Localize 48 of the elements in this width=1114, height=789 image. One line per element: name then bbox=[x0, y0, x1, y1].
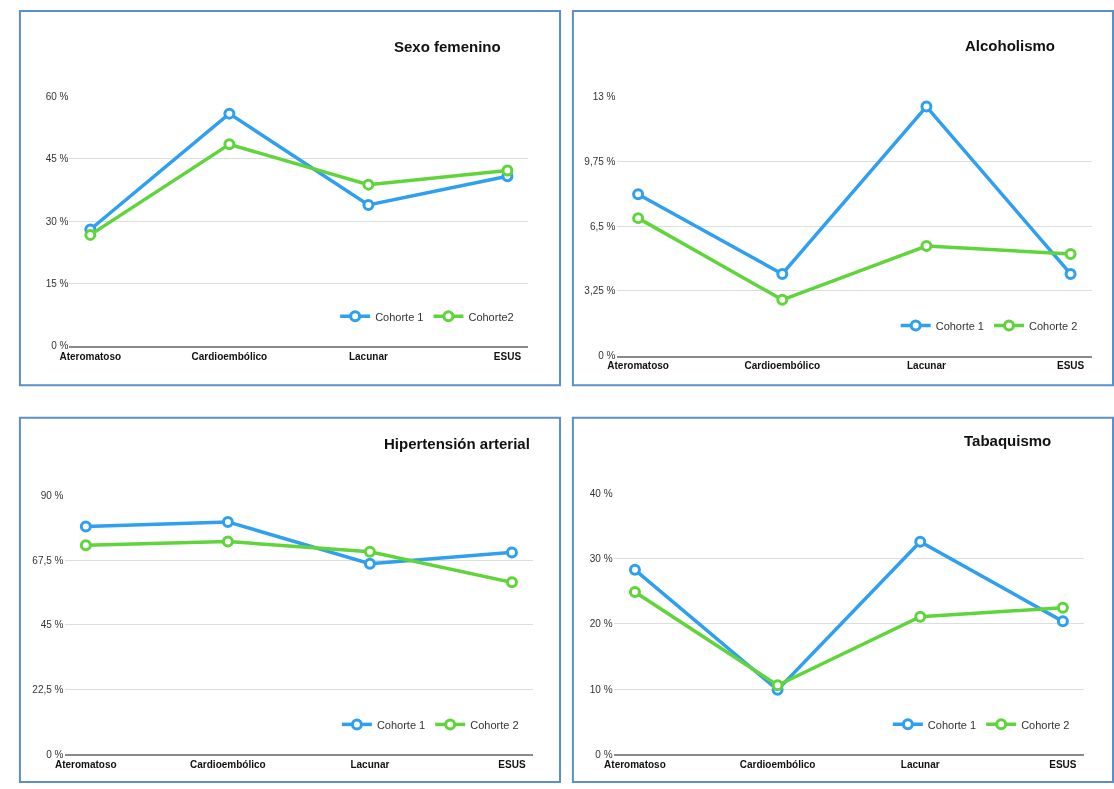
y-tick-label: 10 % bbox=[589, 683, 613, 695]
legend-label: Cohorte 1 bbox=[376, 718, 426, 731]
y-tick-label: 60 % bbox=[45, 91, 69, 103]
x-tick-label: Ateromatoso bbox=[54, 759, 117, 771]
legend-label: Cohorte 1 bbox=[935, 319, 984, 332]
x-tick-label: Ateromatoso bbox=[604, 759, 666, 771]
chart-title: Alcoholismo bbox=[965, 37, 1056, 54]
y-tick-label: 0 % bbox=[51, 340, 69, 352]
x-tick-label: Cardioembólico bbox=[191, 350, 268, 362]
chart-title: Sexo femenino bbox=[394, 38, 501, 55]
y-tick-label: 30 % bbox=[45, 215, 69, 227]
y-tick-label: 22,5 % bbox=[32, 684, 64, 696]
y-tick-label: 90 % bbox=[40, 489, 64, 501]
chart-title: Hipertensión arterial bbox=[384, 435, 530, 452]
y-tick-label: 6,5 % bbox=[589, 220, 616, 232]
y-tick-label: 20 % bbox=[589, 618, 613, 630]
x-tick-label: Lacunar bbox=[350, 759, 390, 771]
x-tick-label: Cardioembólico bbox=[744, 360, 821, 372]
legend-label: Cohorte 2 bbox=[1029, 319, 1078, 332]
legend-label: Cohorte 2 bbox=[1021, 718, 1070, 731]
y-tick-label: 45 % bbox=[45, 153, 69, 165]
y-tick-label: 45 % bbox=[40, 619, 64, 631]
y-tick-label: 13 % bbox=[592, 91, 616, 103]
x-tick-label: Ateromatoso bbox=[607, 360, 669, 372]
x-tick-label: Lacunar bbox=[906, 360, 946, 372]
chart-title: Tabaquismo bbox=[964, 432, 1052, 449]
y-tick-label: 3,25 % bbox=[584, 285, 616, 297]
x-tick-label: ESUS bbox=[1056, 360, 1085, 372]
y-tick-label: 0 % bbox=[598, 350, 616, 362]
x-tick-label: Cardioembólico bbox=[739, 759, 816, 771]
y-tick-label: 30 % bbox=[589, 553, 613, 565]
x-tick-label: ESUS bbox=[1049, 759, 1077, 771]
y-tick-label: 9,75 % bbox=[584, 155, 616, 167]
x-tick-label: Ateromatoso bbox=[59, 350, 122, 362]
x-tick-label: ESUS bbox=[493, 350, 522, 362]
legend-label: Cohorte 1 bbox=[375, 310, 424, 323]
y-tick-label: 67,5 % bbox=[32, 554, 64, 566]
x-tick-label: Lacunar bbox=[348, 350, 388, 362]
y-tick-label: 0 % bbox=[595, 748, 613, 760]
y-tick-label: 40 % bbox=[589, 487, 613, 499]
y-tick-label: 0 % bbox=[46, 748, 64, 760]
x-tick-label: Lacunar bbox=[900, 759, 940, 771]
x-tick-label: ESUS bbox=[498, 759, 526, 771]
legend-label: Cohorte2 bbox=[468, 310, 514, 323]
legend-label: Cohorte 2 bbox=[470, 718, 519, 731]
legend-label: Cohorte 1 bbox=[927, 718, 977, 731]
y-tick-label: 15 % bbox=[45, 277, 69, 289]
x-tick-label: Cardioembólico bbox=[190, 759, 266, 771]
